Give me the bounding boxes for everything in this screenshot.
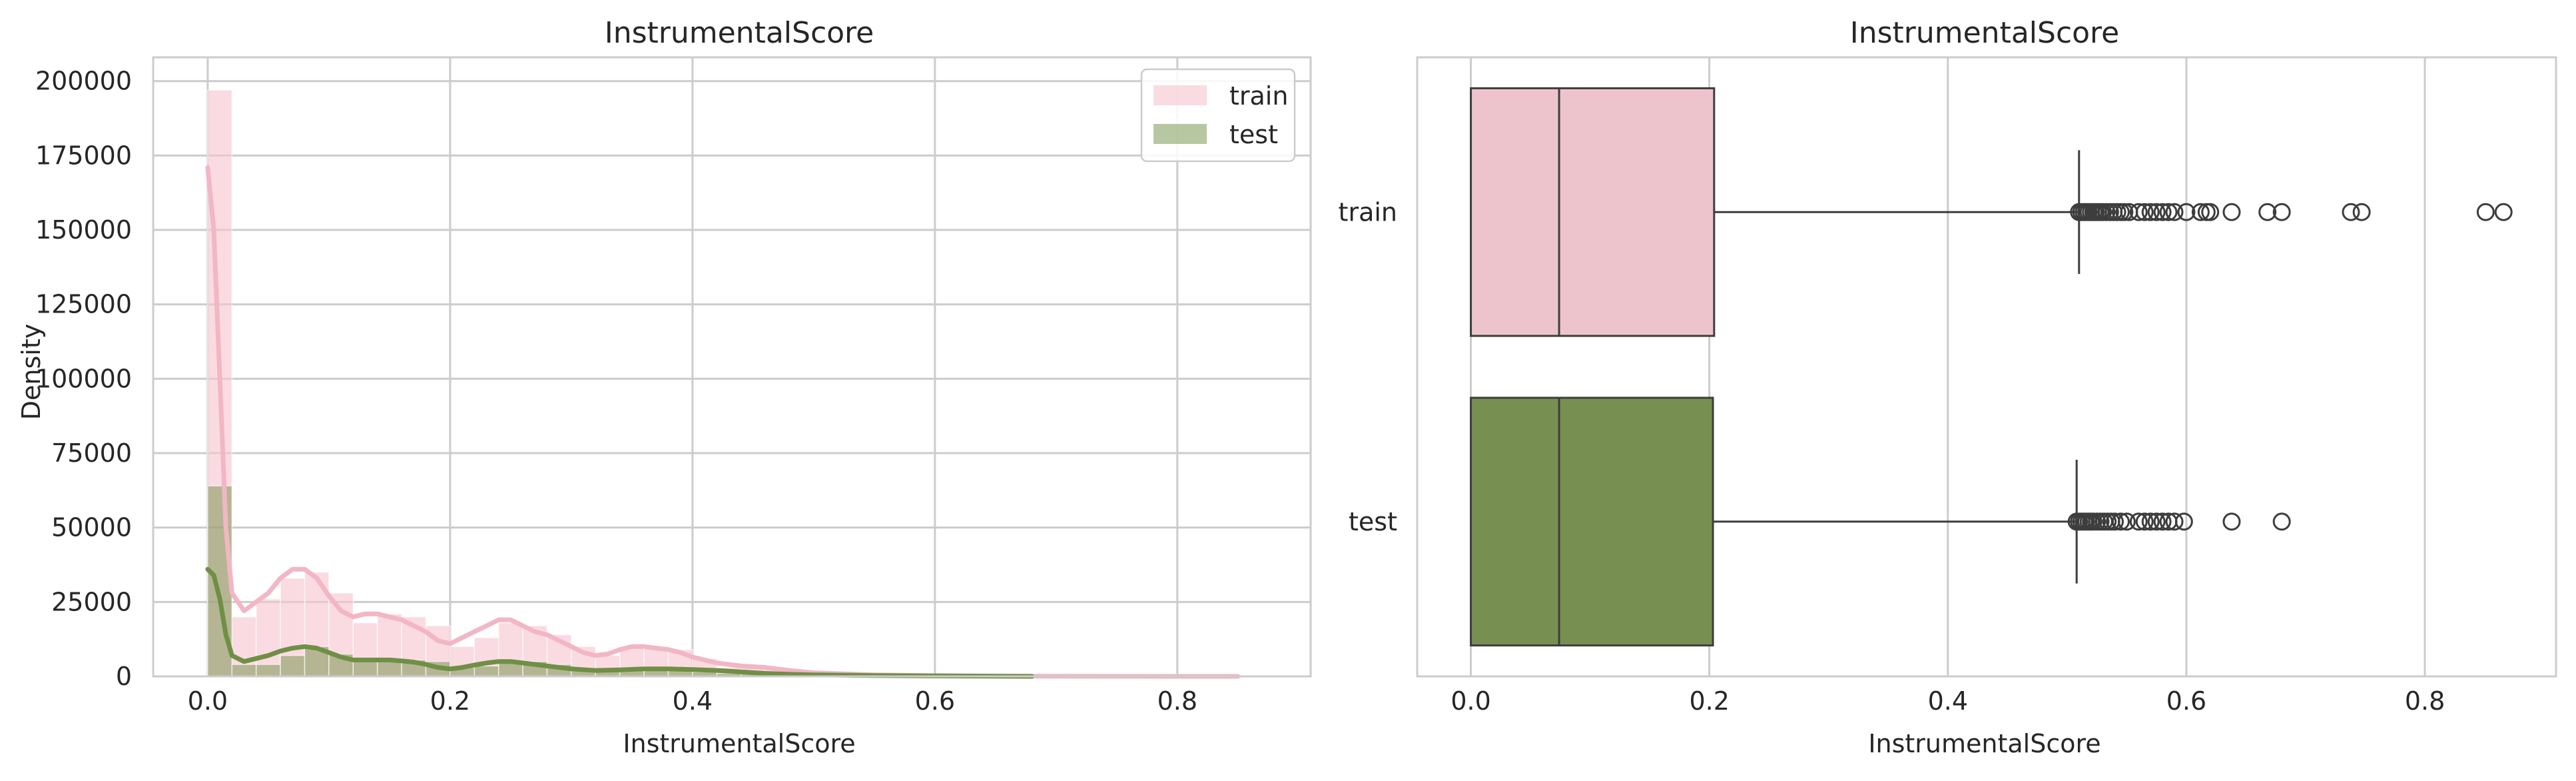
histogram-bar-test [232, 664, 256, 676]
boxplot-category-label-train: train [1339, 197, 1397, 227]
histogram-bar-test [256, 664, 280, 676]
boxplot-x-tick-label: 0.0 [1450, 686, 1490, 716]
histogram-y-tick-label: 100000 [35, 364, 132, 393]
boxplot-title: InstrumentalScore [1850, 16, 2120, 50]
histogram-x-tick-label: 0.8 [1157, 686, 1197, 716]
histogram-y-tick-label: 200000 [35, 67, 132, 96]
boxplot-x-tick-label: 0.6 [2166, 686, 2206, 716]
histogram-x-axis-label: InstrumentalScore [623, 729, 855, 758]
legend-swatch-test [1153, 124, 1207, 144]
boxplot-x-tick-label: 0.8 [2405, 686, 2445, 716]
boxplot-box [1471, 398, 1713, 646]
histogram-y-tick-label: 125000 [35, 290, 132, 319]
histogram-bar-test [353, 662, 377, 676]
histogram-y-axis-label: Density [17, 324, 46, 420]
histogram-y-tick-label: 75000 [51, 438, 132, 468]
histogram-y-tick-label: 25000 [51, 587, 132, 616]
histogram-bar-test [280, 656, 304, 676]
histogram-x-tick-label: 0.0 [188, 686, 228, 716]
legend-swatch-train [1153, 85, 1207, 105]
boxplot-x-tick-label: 0.4 [1928, 686, 1968, 716]
histogram-bar-test [474, 666, 498, 676]
histogram-y-tick-label: 150000 [35, 215, 132, 245]
legend-label-test: test [1229, 120, 1278, 149]
histogram-x-tick-label: 0.2 [430, 686, 470, 716]
histogram-y-tick-label: 0 [116, 662, 132, 691]
histogram-x-tick-label: 0.4 [673, 686, 713, 716]
histogram-x-tick-label: 0.6 [915, 686, 955, 716]
histogram-title: InstrumentalScore [605, 16, 874, 50]
boxplot-category-label-test: test [1349, 507, 1397, 536]
legend-label-train: train [1229, 81, 1288, 111]
histogram-y-tick-label: 175000 [35, 141, 132, 170]
histogram-y-tick-label: 50000 [51, 513, 132, 542]
legend: train test [1141, 69, 1295, 161]
boxplot-x-tick-label: 0.2 [1689, 686, 1729, 716]
boxplot-box [1471, 88, 1714, 336]
boxplot-x-axis-label: InstrumentalScore [1868, 729, 2100, 758]
